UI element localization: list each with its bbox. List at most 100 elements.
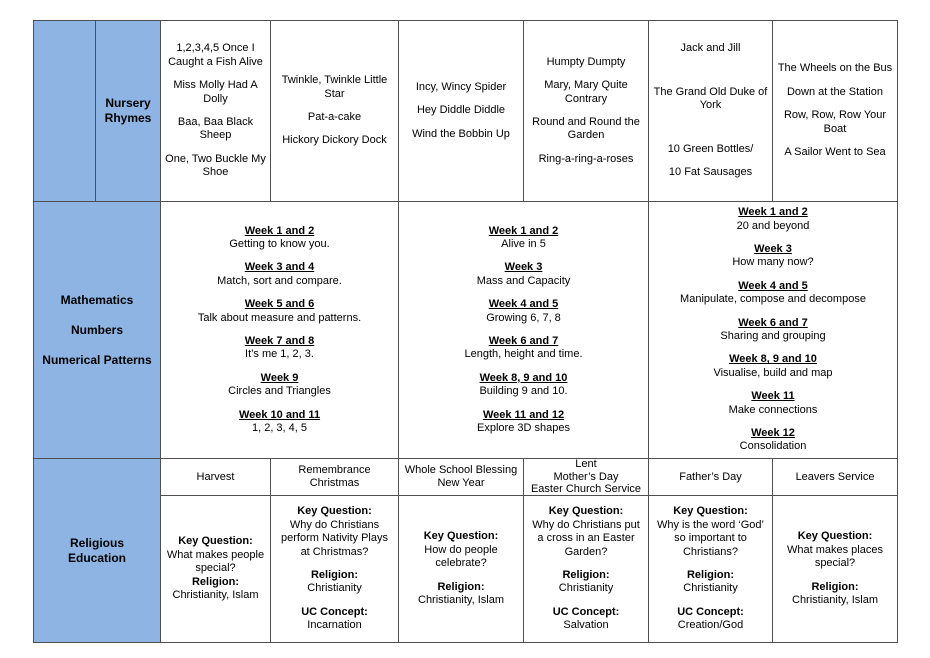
re-detail-cell-1: Key Question: What makes people special? R… xyxy=(161,496,270,642)
maths-term-cell-2: Week 1 and 2 Alive in 5 Week 3 Mass and Cap… xyxy=(399,202,648,458)
text-line: Incarnation xyxy=(307,619,362,632)
text-line: Week 8, 9 and 10 xyxy=(729,353,817,366)
text-line: Building 9 and 10. xyxy=(479,385,568,398)
text-line: Key Question: xyxy=(297,505,372,518)
text-line: Week 9 xyxy=(260,371,299,384)
text-line: Religion: xyxy=(310,569,359,581)
re-detail-cell-3: Key Question: How do people celebrate? Rel… xyxy=(399,496,523,642)
text-line: Week 3 xyxy=(754,242,792,255)
re-event-header-3: Whole School Blessing New Year xyxy=(399,459,523,495)
text-line: It’s me 1, 2, 3. xyxy=(245,348,314,361)
text-line: Week 11 xyxy=(751,390,795,403)
maths-term-cell-3: Week 1 and 2 20 and beyond Week 3 How many … xyxy=(649,202,897,458)
re-detail-cell-4: Key Question: Why do Christians put a cro… xyxy=(524,496,648,642)
text-line: A Sailor Went to Sea xyxy=(784,146,886,159)
text-line: Religion: xyxy=(562,569,610,581)
text-line: Incy, Wincy Spider xyxy=(415,80,507,93)
text-line: The Grand Old Duke of York xyxy=(653,85,768,112)
text-line: Week 6 and 7 xyxy=(738,316,808,329)
text-line: Christianity xyxy=(307,582,362,595)
text-line: Circles and Triangles xyxy=(228,385,331,398)
corner-spacer-cell xyxy=(34,21,95,201)
text-line: Why is the word ‘God’ so important to Ch… xyxy=(657,518,764,558)
re-detail-cell-5: Key Question: Why is the word ‘God’ so im… xyxy=(649,496,772,642)
text-line: Consolidation xyxy=(739,440,807,453)
text-line: Week 6 and 7 xyxy=(488,335,559,347)
text-line: Hey Diddle Diddle xyxy=(416,104,506,117)
text-line: Mary, Mary Quite Contrary xyxy=(544,79,628,105)
nursery-rhymes-cell-5: Jack and Jill The Grand Old Duke of York 1… xyxy=(649,21,772,201)
text-line: Length, height and time. xyxy=(464,348,583,361)
text-line: Ring-a-ring-a-roses xyxy=(538,152,634,165)
text-line: Growing 6, 7, 8 xyxy=(486,311,561,324)
text-line: Pat-a-cake xyxy=(307,111,362,123)
text-line: Christianity, Islam xyxy=(792,594,878,607)
text-line: Jack and Jill xyxy=(680,42,741,55)
nursery-rhymes-cell-2: Twinkle, Twinkle Little Star Pat-a-cake Hi… xyxy=(271,21,398,201)
text-line: Christianity, Islam xyxy=(418,594,504,607)
text-line: Humpty Dumpty xyxy=(546,55,626,68)
text-line: Twinkle, Twinkle Little Star xyxy=(281,74,388,100)
row-label-nursery-rhymes: Nursery Rhymes xyxy=(96,21,160,201)
text-line: Creation/God xyxy=(677,619,744,632)
text-line: UC Concept: xyxy=(552,605,620,618)
text-line: Round and Round the Garden xyxy=(532,116,640,142)
text-line: Religion: xyxy=(191,575,240,588)
text-line: Make connections xyxy=(728,403,818,416)
text-line: Hickory Dickory Dock xyxy=(282,134,387,147)
text-line: Down at the Station xyxy=(786,85,883,98)
text-line: How do people celebrate? xyxy=(424,543,498,570)
text-line: 20 and beyond xyxy=(736,219,810,232)
text-line: Key Question: xyxy=(178,535,253,548)
text-line: 10 Green Bottles/ xyxy=(667,142,754,155)
nursery-rhymes-cell-3: Incy, Wincy Spider Hey Diddle Diddle Wind … xyxy=(399,21,523,201)
text-line: One, Two Buckle My Shoe xyxy=(165,152,266,179)
text-line: Week 4 and 5 xyxy=(488,298,559,311)
nursery-rhymes-cell-6: The Wheels on the Bus Down at the Station… xyxy=(773,21,897,201)
text-line: Manipulate, compose and decompose xyxy=(680,293,866,306)
text-line: Week 12 xyxy=(751,427,795,440)
text-line: 1, 2, 3, 4, 5 xyxy=(251,422,308,435)
row-label-religious-education: Religious Education xyxy=(34,459,160,642)
re-event-header-5: Father’s Day xyxy=(649,459,772,495)
text-line: Week 1 and 2 xyxy=(488,224,559,237)
text-line: Mass and Capacity xyxy=(476,274,571,287)
re-detail-cell-2: Key Question: Why do Christians perform N… xyxy=(271,496,398,642)
text-line: Christianity xyxy=(683,582,738,595)
text-line: Why do Christians perform Nativity Plays… xyxy=(281,518,388,558)
text-line: Visualise, build and map xyxy=(713,366,833,379)
text-line: Week 1 and 2 xyxy=(244,224,315,237)
text-line: Religion: xyxy=(811,580,859,593)
text-line: Key Question: xyxy=(797,530,873,543)
text-line: Week 11 and 12 xyxy=(482,408,565,421)
text-line: 1,2,3,4,5 Once I Caught a Fish Alive xyxy=(168,42,263,68)
text-line: Explore 3D shapes xyxy=(477,422,570,435)
text-line: Week 1 and 2 xyxy=(738,206,808,219)
text-line: Religion: xyxy=(437,580,485,593)
text-line: Talk about measure and patterns. xyxy=(197,311,362,324)
text-line: UC Concept: xyxy=(301,605,368,618)
text-line: Religion: xyxy=(686,569,735,581)
re-event-header-2: Remembrance Christmas xyxy=(271,459,398,495)
text-line: What makes places special? xyxy=(787,543,883,570)
re-event-header-6: Leavers Service xyxy=(773,459,897,495)
text-line: Miss Molly Had A Dolly xyxy=(173,79,258,105)
text-line: Key Question: xyxy=(423,530,499,543)
text-line: Week 10 and 11 xyxy=(238,408,321,421)
text-line: Week 5 and 6 xyxy=(244,298,315,311)
text-line: Week 8, 9 and 10 xyxy=(479,371,568,384)
text-line: UC Concept: xyxy=(677,605,744,618)
text-line: The Wheels on the Bus xyxy=(777,62,893,75)
text-line: Christianity xyxy=(558,582,614,595)
re-detail-cell-6: Key Question: What makes places special? R… xyxy=(773,496,897,642)
nursery-rhymes-cell-4: Humpty Dumpty Mary, Mary Quite Contrary Ro… xyxy=(524,21,648,201)
text-line: Alive in 5 xyxy=(501,237,546,250)
text-line: Why do Christians put a cross in an East… xyxy=(532,518,640,558)
nursery-rhymes-cell-1: 1,2,3,4,5 Once I Caught a Fish Alive Miss… xyxy=(161,21,270,201)
text-line: Baa, Baa Black Sheep xyxy=(177,116,254,142)
text-line: 10 Fat Sausages xyxy=(668,166,753,179)
text-line: Sharing and grouping xyxy=(720,330,826,342)
text-line: Week 3 xyxy=(504,261,543,274)
re-event-header-4: Lent Mother’s Day Easter Church Service xyxy=(524,459,648,495)
